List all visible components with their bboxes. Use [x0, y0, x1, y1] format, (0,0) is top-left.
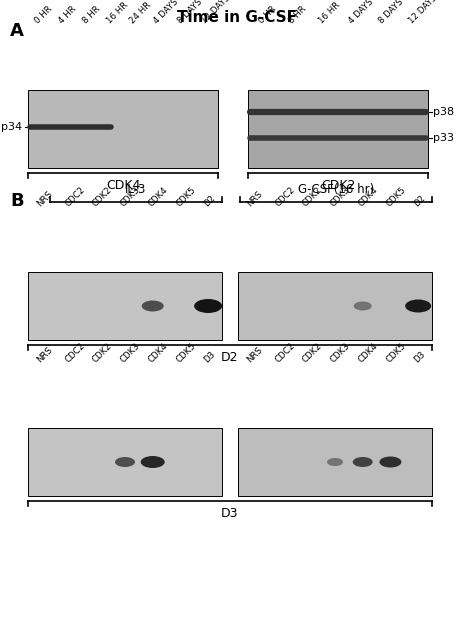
Text: D3: D3	[221, 507, 239, 520]
Bar	[238, 272, 432, 340]
Text: 12 DAYS: 12 DAYS	[200, 0, 232, 25]
Text: CDC2: CDC2	[273, 340, 297, 364]
Text: CDK5: CDK5	[384, 341, 407, 364]
Text: CDK3: CDK3	[328, 185, 352, 208]
Text: p38: p38	[433, 107, 454, 117]
Bar	[28, 272, 222, 340]
Text: 4 DAYS: 4 DAYS	[152, 0, 181, 25]
Text: D3: D3	[412, 349, 427, 364]
Ellipse shape	[354, 302, 372, 310]
Bar	[248, 90, 428, 168]
Text: p34: p34	[1, 122, 22, 132]
Text: IL-3: IL-3	[125, 183, 146, 196]
Text: CDK4: CDK4	[146, 341, 170, 364]
Ellipse shape	[405, 300, 431, 312]
Text: CDC2: CDC2	[63, 340, 87, 364]
Text: CDK5: CDK5	[384, 185, 407, 208]
Text: CDK4: CDK4	[356, 341, 380, 364]
Text: 8 HR: 8 HR	[81, 4, 102, 25]
Text: 4 DAYS: 4 DAYS	[346, 0, 375, 25]
Text: NRS: NRS	[246, 345, 264, 364]
Ellipse shape	[141, 456, 164, 468]
Ellipse shape	[379, 456, 401, 468]
Text: D2: D2	[221, 351, 239, 364]
Text: CDK2: CDK2	[91, 185, 114, 208]
Text: CDK3: CDK3	[328, 341, 352, 364]
Text: 16 HR: 16 HR	[317, 0, 342, 25]
Text: NRS: NRS	[246, 189, 264, 208]
Text: NRS: NRS	[36, 345, 55, 364]
Text: CDK5: CDK5	[174, 341, 197, 364]
Text: 0 HR: 0 HR	[256, 4, 278, 25]
Text: 0 HR: 0 HR	[34, 4, 55, 25]
Text: D3: D3	[202, 349, 217, 364]
Text: p33: p33	[433, 134, 454, 144]
Text: NRS: NRS	[36, 189, 55, 208]
Text: D2: D2	[202, 193, 217, 208]
Text: 12 DAYS: 12 DAYS	[407, 0, 438, 25]
Text: A: A	[10, 22, 24, 40]
Ellipse shape	[194, 299, 222, 313]
Bar	[238, 428, 432, 496]
Text: 8 DAYS: 8 DAYS	[176, 0, 204, 25]
Ellipse shape	[142, 300, 164, 312]
Text: CDK5: CDK5	[174, 185, 197, 208]
Text: Time in G-CSF: Time in G-CSF	[177, 10, 297, 25]
Text: B: B	[10, 192, 24, 210]
Bar	[28, 90, 218, 168]
Text: CDC2: CDC2	[273, 184, 297, 208]
Text: 16 HR: 16 HR	[105, 0, 130, 25]
Text: 8 HR: 8 HR	[287, 4, 308, 25]
Text: CDC2: CDC2	[63, 184, 87, 208]
Text: 8 DAYS: 8 DAYS	[377, 0, 405, 25]
Text: G-CSF(16 hr): G-CSF(16 hr)	[298, 183, 374, 196]
Text: 4 HR: 4 HR	[57, 4, 78, 25]
Text: CDK2: CDK2	[301, 185, 324, 208]
Text: CDK3: CDK3	[118, 185, 142, 208]
Text: CDK2: CDK2	[91, 341, 114, 364]
Ellipse shape	[353, 457, 373, 467]
Text: CDK2: CDK2	[321, 179, 355, 192]
Bar	[28, 428, 222, 496]
Text: CDK4: CDK4	[106, 179, 140, 192]
Ellipse shape	[327, 458, 343, 466]
Text: D2: D2	[412, 193, 427, 208]
Text: CDK2: CDK2	[301, 341, 324, 364]
Text: 24 HR: 24 HR	[128, 0, 154, 25]
Text: CDK3: CDK3	[118, 341, 142, 364]
Text: CDK4: CDK4	[146, 185, 170, 208]
Text: CDK4: CDK4	[356, 185, 380, 208]
Ellipse shape	[115, 457, 135, 467]
